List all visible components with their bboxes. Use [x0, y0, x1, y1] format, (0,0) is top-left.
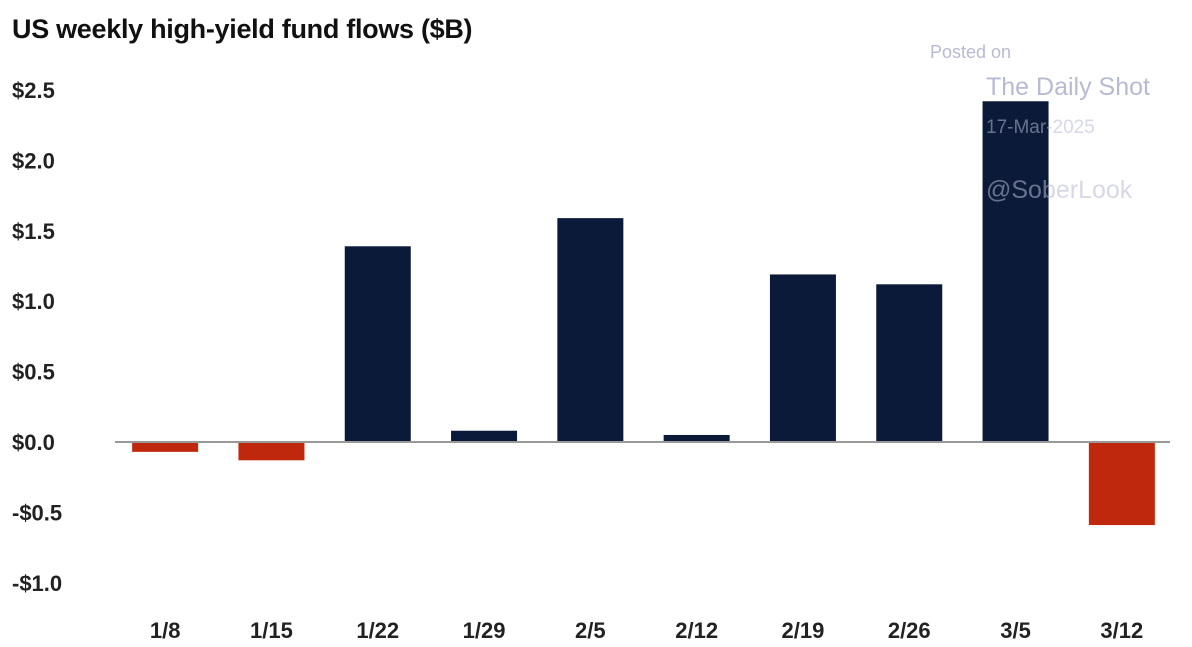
bar-2/5 [557, 218, 624, 442]
x-tick-label: 3/12 [1100, 618, 1143, 643]
bar-2/26 [876, 284, 943, 442]
bar-3/12 [1088, 442, 1155, 526]
x-tick-label: 2/5 [575, 618, 606, 643]
watermark-site: The Daily Shot [986, 73, 1150, 101]
bar-1/29 [451, 430, 518, 442]
x-tick-label: 1/8 [150, 618, 181, 643]
y-tick-label: -$0.5 [12, 500, 62, 525]
y-tick-label: $0.5 [12, 360, 55, 385]
x-tick-label: 1/22 [356, 618, 399, 643]
y-tick-label: $2.0 [12, 148, 55, 173]
watermark-date: 17-Mar-2025 [986, 117, 1095, 138]
y-tick-label: -$1.0 [12, 571, 62, 596]
bar-2/12 [663, 434, 730, 442]
bar-3/5 [982, 101, 1049, 442]
watermark-handle: @SoberLook [986, 176, 1133, 204]
x-tick-label: 2/19 [782, 618, 825, 643]
x-tick-label: 1/15 [250, 618, 293, 643]
y-tick-label: $2.5 [12, 78, 55, 103]
watermark-posted-on: Posted on [930, 42, 1012, 62]
y-tick-label: $1.5 [12, 219, 55, 244]
x-tick-label: 1/29 [463, 618, 506, 643]
y-tick-label: $1.0 [12, 289, 55, 314]
bar-1/15 [238, 442, 305, 461]
x-tick-label: 2/26 [888, 618, 931, 643]
bar-1/22 [344, 246, 411, 442]
chart-title: US weekly high-yield fund flows ($B) [12, 14, 473, 44]
bar-2/19 [769, 274, 836, 442]
y-tick-label: $0.0 [12, 430, 55, 455]
x-tick-label: 3/5 [1000, 618, 1031, 643]
x-tick-label: 2/12 [675, 618, 718, 643]
bar-1/8 [132, 442, 199, 452]
